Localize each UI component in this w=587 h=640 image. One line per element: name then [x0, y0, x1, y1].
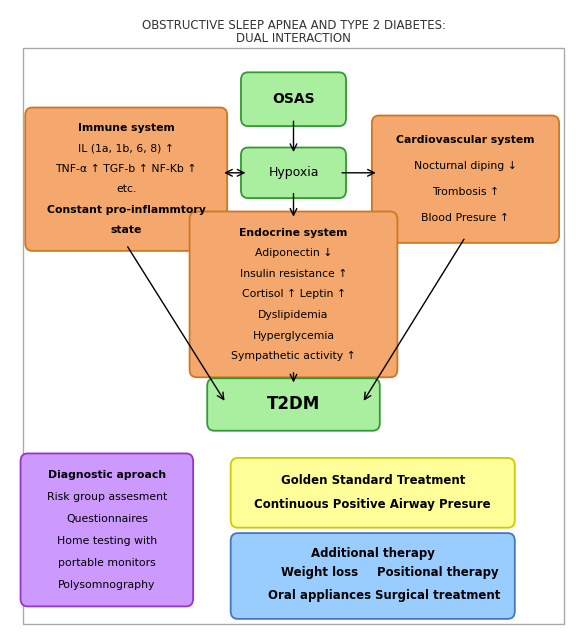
Text: Sympathetic activity ↑: Sympathetic activity ↑: [231, 351, 356, 361]
Text: Constant pro-inflammtory: Constant pro-inflammtory: [47, 205, 205, 214]
Text: Trombosis ↑: Trombosis ↑: [432, 188, 499, 197]
FancyBboxPatch shape: [372, 116, 559, 243]
Text: Surgical treatment: Surgical treatment: [375, 589, 500, 602]
FancyBboxPatch shape: [190, 211, 397, 377]
Text: Risk group assesment: Risk group assesment: [47, 492, 167, 502]
FancyBboxPatch shape: [207, 378, 380, 431]
FancyBboxPatch shape: [25, 108, 227, 251]
Text: portable monitors: portable monitors: [58, 557, 156, 568]
Text: Dyslipidemia: Dyslipidemia: [258, 310, 329, 320]
Text: Hyperglycemia: Hyperglycemia: [252, 331, 335, 340]
Text: Adiponectin ↓: Adiponectin ↓: [255, 248, 332, 258]
Text: Positional therapy: Positional therapy: [376, 566, 498, 579]
Text: Hypoxia: Hypoxia: [268, 166, 319, 179]
Text: TNF-α ↑ TGF-b ↑ NF-Kb ↑: TNF-α ↑ TGF-b ↑ NF-Kb ↑: [55, 164, 197, 174]
Text: Home testing with: Home testing with: [57, 536, 157, 546]
Text: OBSTRUCTIVE SLEEP APNEA AND TYPE 2 DIABETES:: OBSTRUCTIVE SLEEP APNEA AND TYPE 2 DIABE…: [141, 19, 446, 32]
Text: Nocturnal diping ↓: Nocturnal diping ↓: [414, 161, 517, 171]
Text: etc.: etc.: [116, 184, 136, 195]
FancyBboxPatch shape: [241, 148, 346, 198]
Text: Diagnostic aproach: Diagnostic aproach: [48, 470, 166, 480]
Text: IL (1a, 1b, 6, 8) ↑: IL (1a, 1b, 6, 8) ↑: [78, 144, 174, 154]
Text: Continuous Positive Airway Presure: Continuous Positive Airway Presure: [254, 498, 491, 511]
Text: OSAS: OSAS: [272, 92, 315, 106]
Text: Endocrine system: Endocrine system: [239, 228, 348, 237]
Text: T2DM: T2DM: [267, 396, 320, 413]
FancyBboxPatch shape: [21, 453, 193, 607]
Text: Weight loss: Weight loss: [281, 566, 359, 579]
Text: Questionnaires: Questionnaires: [66, 514, 148, 524]
Text: Insulin resistance ↑: Insulin resistance ↑: [240, 269, 347, 279]
Text: state: state: [110, 225, 142, 235]
Text: Cardiovascular system: Cardiovascular system: [396, 135, 535, 145]
FancyBboxPatch shape: [231, 458, 515, 527]
FancyBboxPatch shape: [231, 533, 515, 619]
Text: Blood Presure ↑: Blood Presure ↑: [421, 213, 510, 223]
Text: Oral appliances: Oral appliances: [268, 589, 372, 602]
Text: Golden Standard Treatment: Golden Standard Treatment: [281, 474, 465, 488]
Text: Immune system: Immune system: [78, 124, 174, 133]
Text: DUAL INTERACTION: DUAL INTERACTION: [236, 32, 351, 45]
Text: Polysomnography: Polysomnography: [58, 580, 156, 589]
Text: Additional therapy: Additional therapy: [311, 547, 435, 560]
Text: Cortisol ↑ Leptin ↑: Cortisol ↑ Leptin ↑: [241, 289, 346, 300]
FancyBboxPatch shape: [241, 72, 346, 126]
